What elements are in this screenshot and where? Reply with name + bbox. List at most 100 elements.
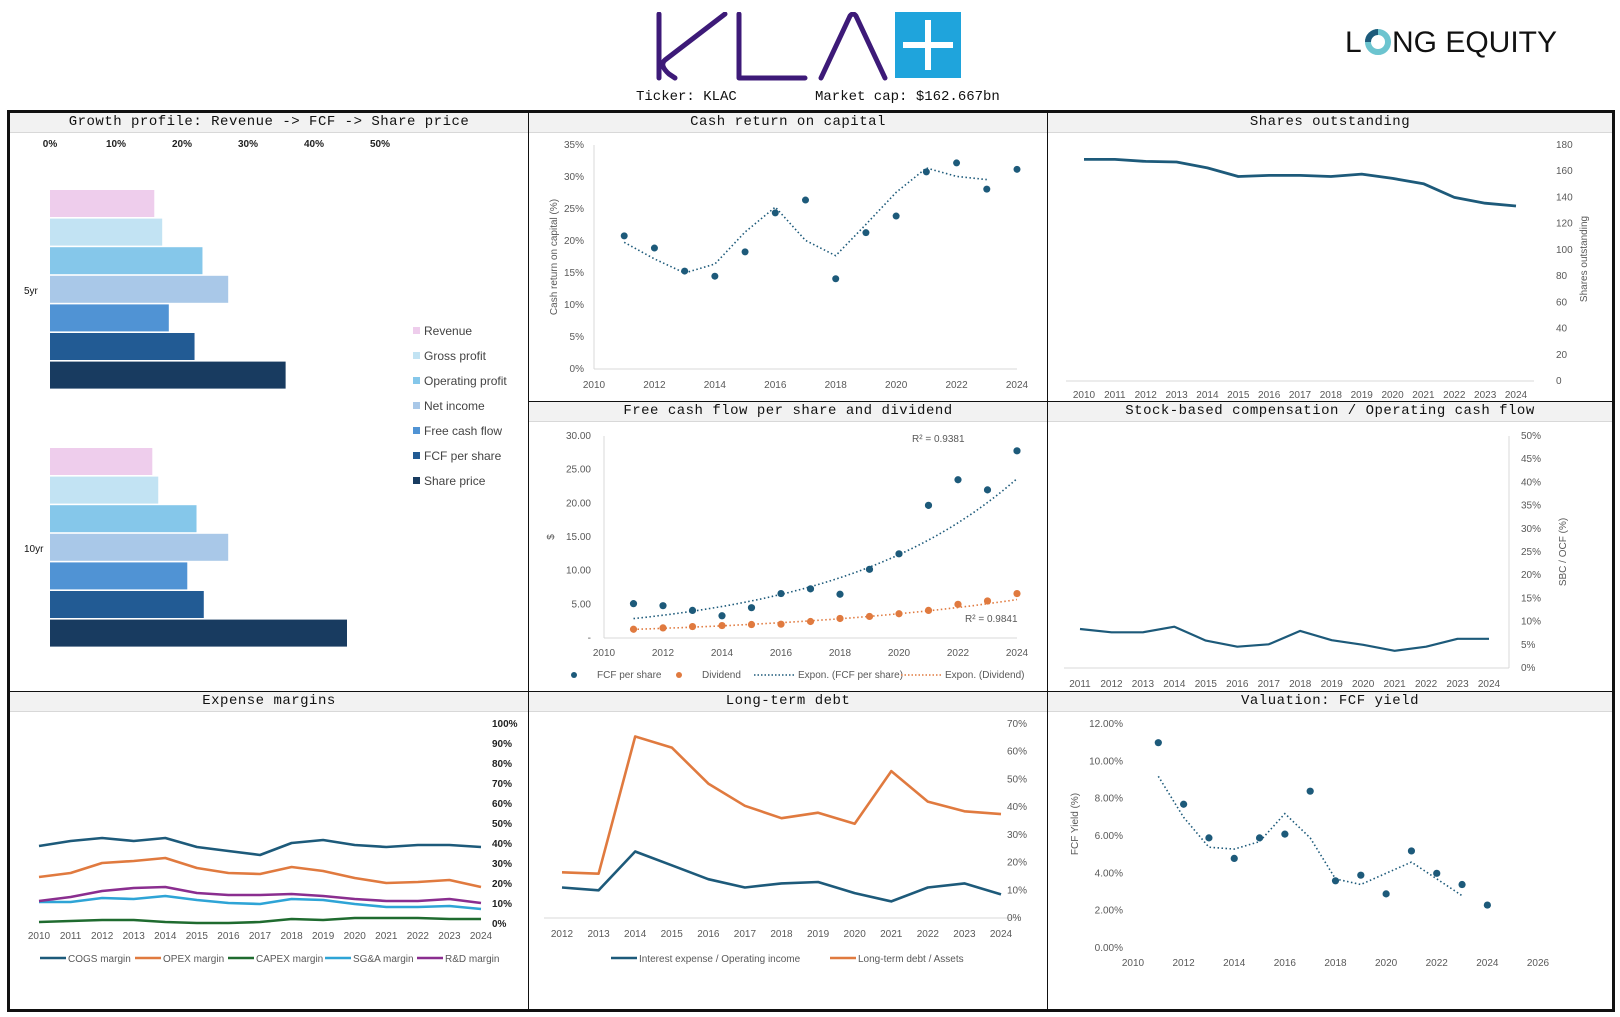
data-point bbox=[747, 604, 756, 612]
x-tick-label: 2024 bbox=[990, 929, 1013, 940]
r-squared-label: R² = 0.9381 bbox=[912, 434, 965, 445]
y-tick-label: - bbox=[588, 633, 591, 644]
x-tick-label: 2020 bbox=[844, 929, 867, 940]
data-point bbox=[1205, 834, 1213, 842]
legend-swatch bbox=[413, 427, 420, 434]
x-tick-label: 2017 bbox=[249, 931, 272, 942]
dashboard-header: Ticker: KLAC Market cap: $162.667bn L NG… bbox=[0, 0, 1620, 110]
y-tick-label: 15% bbox=[564, 268, 584, 279]
panel-title: Expense margins bbox=[10, 692, 528, 712]
x-tick-label: 2019 bbox=[1321, 679, 1344, 690]
data-point bbox=[620, 232, 628, 240]
x-tick-label: 2012 bbox=[652, 648, 675, 659]
data-point bbox=[806, 617, 815, 626]
y-tick-label: 2.00% bbox=[1095, 906, 1123, 917]
x-tick-label: 2024 bbox=[1006, 380, 1029, 391]
x-tick-label: 2017 bbox=[1289, 390, 1312, 401]
x-tick-label: 2022 bbox=[945, 380, 968, 391]
legend-swatch bbox=[413, 352, 420, 359]
x-tick-label: 2012 bbox=[91, 931, 114, 942]
series-line bbox=[38, 885, 482, 905]
x-tick-label: 2010 bbox=[1122, 958, 1145, 969]
y-tick-label: 10% bbox=[492, 899, 512, 910]
legend-label: COGS margin bbox=[68, 954, 131, 965]
y-tick-label: 5.00 bbox=[572, 599, 592, 610]
r-squared-label: R² = 0.9841 bbox=[965, 614, 1018, 625]
y-tick-label: 30% bbox=[564, 172, 584, 183]
data-point bbox=[983, 486, 992, 494]
panel-title: Shares outstanding bbox=[1048, 113, 1612, 133]
x-tick-label: 2014 bbox=[711, 648, 734, 659]
x-tick-label: 2023 bbox=[1446, 679, 1469, 690]
y-tick-label: 40% bbox=[492, 839, 512, 850]
series-line bbox=[38, 836, 482, 857]
data-point bbox=[1281, 830, 1289, 838]
y-tick-label: 0.00% bbox=[1095, 943, 1123, 954]
y-tick-label: 160 bbox=[1556, 166, 1573, 177]
x-tick-label: 2023 bbox=[438, 931, 461, 942]
data-point bbox=[806, 585, 815, 593]
bar-revenue bbox=[50, 448, 153, 475]
data-point bbox=[1013, 589, 1021, 598]
data-point bbox=[922, 168, 930, 176]
data-point bbox=[711, 272, 719, 280]
x-tick-label: 2016 bbox=[1226, 679, 1249, 690]
y-tick-label: 35% bbox=[564, 140, 584, 151]
legend-label: Interest expense / Operating income bbox=[639, 954, 801, 965]
data-point bbox=[895, 610, 903, 618]
series-line bbox=[1079, 625, 1489, 652]
y-tick-label: 10.00 bbox=[566, 566, 591, 577]
series-line bbox=[561, 735, 1002, 875]
x-tick-label: 2018 bbox=[1289, 679, 1312, 690]
x-tick-label: 2020 bbox=[888, 648, 911, 659]
y-tick-label: 30% bbox=[1521, 524, 1541, 535]
y-tick-label: 25% bbox=[564, 204, 584, 215]
panel-title: Valuation: FCF yield bbox=[1048, 692, 1612, 712]
x-tick-label: 2012 bbox=[1173, 958, 1196, 969]
legend-label: R&D margin bbox=[445, 954, 499, 965]
panel-title: Cash return on capital bbox=[529, 113, 1047, 133]
y-tick-label: 6.00% bbox=[1095, 831, 1123, 842]
series-line bbox=[38, 856, 482, 889]
fcf-yield-chart: 0.00% 2.00% 4.00% 6.00% 8.00% 10.00% 12.00% 201… bbox=[1070, 719, 1550, 969]
legend-swatch bbox=[413, 402, 420, 409]
y-axis-title: Shares outstanding bbox=[1579, 216, 1590, 302]
y-tick-label: 50% bbox=[1007, 774, 1027, 785]
data-point bbox=[688, 622, 697, 631]
y-tick-label: 80% bbox=[492, 759, 512, 770]
x-tick-label: 2012 bbox=[1100, 679, 1123, 690]
x-tick-label: 2015 bbox=[186, 931, 209, 942]
data-point bbox=[983, 185, 991, 193]
x-tick-label: 2024 bbox=[1476, 958, 1499, 969]
x-tick-label: 30% bbox=[238, 139, 258, 150]
legend-label: Net income bbox=[424, 399, 485, 413]
x-tick-label: 2018 bbox=[825, 380, 848, 391]
y-axis-title: Cash return on capital (%) bbox=[549, 199, 560, 315]
data-point bbox=[953, 159, 961, 167]
data-point bbox=[629, 625, 638, 633]
x-tick-label: 2013 bbox=[123, 931, 146, 942]
x-tick-label: 2017 bbox=[1258, 679, 1281, 690]
y-tick-label: 60 bbox=[1556, 297, 1568, 308]
panel-growth-profile: Growth profile: Revenue -> FCF -> Share … bbox=[9, 112, 529, 692]
data-point bbox=[802, 196, 809, 204]
x-tick-label: 2021 bbox=[880, 929, 903, 940]
x-tick-label: 2015 bbox=[1195, 679, 1218, 690]
legend-label: Gross profit bbox=[424, 349, 487, 363]
x-tick-label: 2020 bbox=[1375, 958, 1398, 969]
x-tick-label: 2016 bbox=[217, 931, 240, 942]
expense-chart: 0% 10% 20% 30% 40% 50% 60% 70% 80% 90% 100% 2010 201… bbox=[28, 719, 518, 965]
x-tick-label: 2016 bbox=[1274, 958, 1297, 969]
data-point bbox=[1013, 165, 1021, 173]
x-tick-label: 2024 bbox=[470, 931, 493, 942]
data-point bbox=[629, 600, 638, 608]
y-tick-label: 60% bbox=[1007, 747, 1027, 758]
x-tick-label: 2010 bbox=[583, 380, 606, 391]
x-tick-label: 2021 bbox=[375, 931, 398, 942]
series-line bbox=[39, 894, 482, 911]
x-tick-label: 2019 bbox=[312, 931, 335, 942]
legend-label: Revenue bbox=[424, 324, 472, 338]
y-tick-label: 50% bbox=[1521, 431, 1541, 442]
panel-sbc-ocf: Stock-based compensation / Operating cas… bbox=[1047, 401, 1613, 692]
data-point bbox=[1230, 854, 1238, 862]
